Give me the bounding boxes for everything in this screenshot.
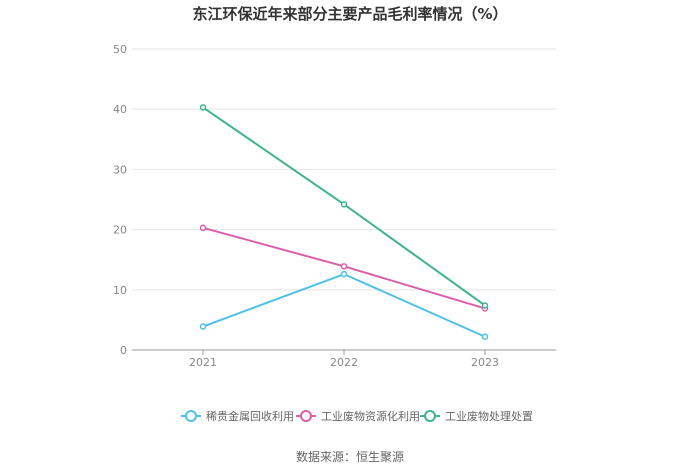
legend-marker bbox=[424, 410, 436, 422]
y-axis-ticks: 0 10 20 30 40 50 bbox=[113, 43, 127, 357]
legend: 稀贵金属回收利用 工业废物资源化利用 工业废物处理处置 bbox=[181, 409, 533, 423]
data-point bbox=[340, 263, 348, 270]
y-tick-label: 50 bbox=[113, 43, 127, 56]
legend-label: 工业废物处理处置 bbox=[445, 409, 533, 423]
x-tick-label: 2023 bbox=[471, 356, 499, 369]
data-point bbox=[481, 302, 489, 309]
legend-marker bbox=[300, 410, 312, 422]
y-tick-label: 20 bbox=[113, 224, 127, 237]
y-tick-label: 0 bbox=[120, 344, 127, 357]
y-tick-label: 30 bbox=[113, 163, 127, 176]
data-point bbox=[340, 270, 348, 278]
series-line-1 bbox=[202, 273, 486, 338]
series-group bbox=[199, 104, 489, 341]
data-point bbox=[199, 104, 207, 111]
grid-lines bbox=[132, 48, 556, 291]
x-tick-label: 2022 bbox=[330, 356, 358, 369]
data-point bbox=[199, 323, 207, 330]
legend-label: 稀贵金属回收利用 bbox=[206, 409, 294, 423]
legend-marker bbox=[185, 410, 197, 422]
x-axis-ticks: 2021 2022 2023 bbox=[189, 350, 499, 369]
y-tick-label: 40 bbox=[113, 103, 127, 116]
chart-title: 东江环保近年来部分主要产品毛利率情况（%） bbox=[192, 5, 507, 23]
legend-label: 工业废物资源化利用 bbox=[321, 409, 420, 423]
data-point bbox=[199, 224, 207, 232]
data-point bbox=[481, 333, 489, 341]
x-tick-label: 2021 bbox=[189, 356, 217, 369]
source-text: 数据来源：恒生聚源 bbox=[296, 449, 404, 464]
y-tick-label: 10 bbox=[113, 284, 127, 297]
data-point bbox=[340, 201, 348, 208]
